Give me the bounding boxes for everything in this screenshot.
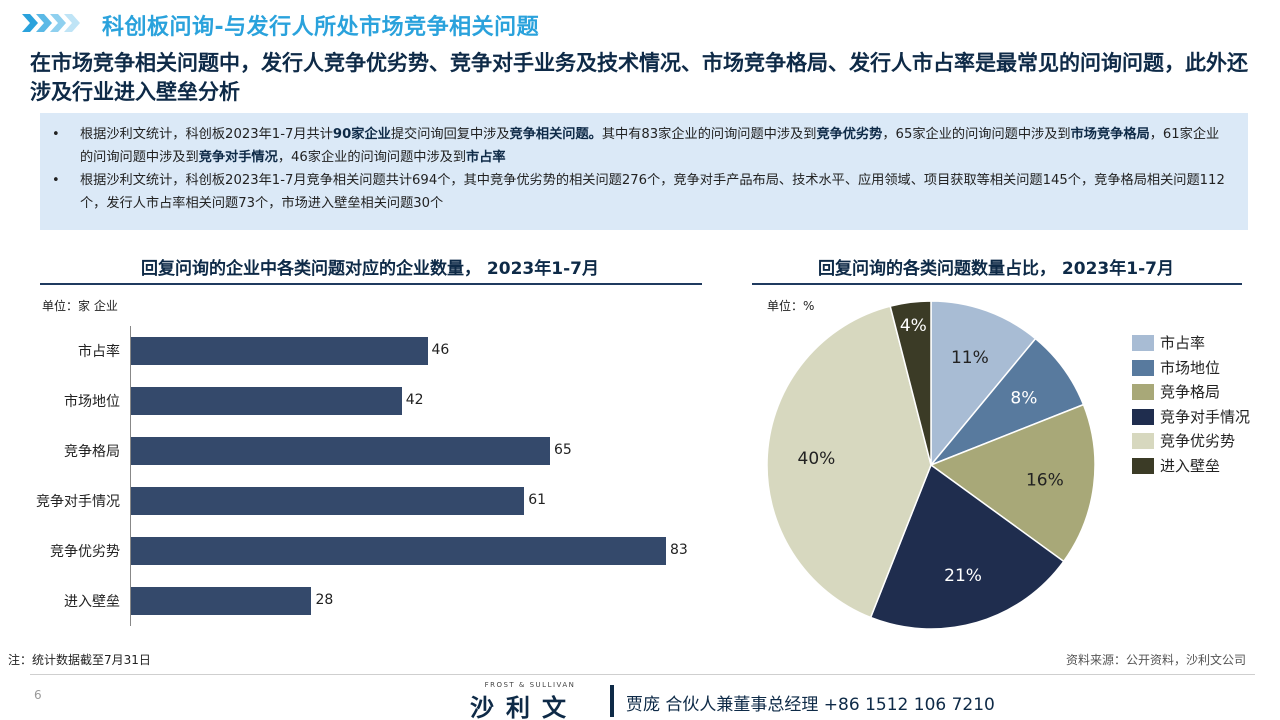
bar-category-label: 进入壁垒: [64, 594, 120, 610]
page-title: 科创板问询-与发行人所处市场竞争相关问题: [102, 15, 540, 40]
info-bullet: • 根据沙利文统计，科创板2023年1-7月共计90家企业提交问询回复中涉及竞争…: [50, 123, 1230, 169]
bar: [131, 487, 525, 515]
bullet-dot: •: [52, 173, 60, 188]
bar-value-label: 42: [405, 392, 424, 408]
bar: [131, 587, 312, 615]
legend-label: 市场地位: [1160, 358, 1221, 377]
info-text-run: 提交问询回复中涉及: [390, 127, 510, 142]
bar-value-label: 65: [553, 442, 572, 458]
legend-swatch: [1132, 359, 1154, 376]
bullet-dot: •: [52, 127, 60, 142]
info-bullet: • 根据沙利文统计，科创板2023年1-7月竞争相关问题共计694个，其中竞争优…: [50, 169, 1230, 215]
bar-chart-axis: [130, 326, 131, 626]
pie-slice: [889, 300, 932, 466]
bar-value-label: 83: [670, 542, 688, 558]
bar-chart-title: 回复问询的企业中各类问题对应的企业数量， 2023年1-7月: [141, 259, 599, 279]
bar-chart-unit: 单位：家 企业: [42, 299, 118, 313]
legend-label: 竞争优劣势: [1160, 432, 1236, 450]
info-text-run: 90家企业: [332, 127, 391, 142]
pie-slice-label: 8%: [1010, 389, 1037, 409]
legend-label: 竞争格局: [1160, 383, 1221, 401]
brand-subtitle: FROST & SULLIVAN: [484, 681, 576, 689]
bar-value-label: 46: [431, 342, 450, 358]
info-text-run: ，61家企业的问询问题中涉及到: [80, 127, 1220, 165]
bar-value-label: 28: [315, 592, 334, 608]
pie-slice-label: 11%: [951, 348, 989, 368]
info-text-run: 根据沙利文统计，科创板2023年1-7月共计: [80, 127, 333, 142]
info-text-run: 竞争相关问题。: [509, 127, 602, 142]
brand-logo: 沙利文: [470, 694, 578, 720]
footer-divider: [30, 674, 1255, 675]
pie-chart-title: 回复问询的各类问题数量占比， 2023年1-7月: [818, 259, 1174, 279]
pie-slice: [929, 403, 1096, 563]
bar-category-label: 市占率: [78, 344, 120, 360]
info-text-run: 其中有83家企业的问询问题中涉及到: [601, 127, 817, 142]
pie-slice: [869, 463, 1065, 630]
legend-swatch: [1132, 433, 1154, 449]
info-box: • 根据沙利文统计，科创板2023年1-7月共计90家企业提交问询回复中涉及竞争…: [40, 113, 1248, 230]
footnote: 注：统计数据截至7月31日: [8, 653, 151, 667]
bar: [131, 387, 402, 415]
info-bullet-text: 根据沙利文统计，科创板2023年1-7月共计90家企业提交问询回复中涉及竞争相关…: [80, 127, 1219, 165]
legend-item: 竞争格局: [1132, 382, 1250, 407]
legend-item: 竞争优劣势: [1132, 431, 1250, 456]
info-text-run: 竞争优劣势: [816, 127, 883, 142]
bar: [131, 337, 428, 365]
pie-chart-unit: 单位：%: [767, 299, 815, 313]
brand-divider: [610, 685, 614, 717]
bar-category-label: 竞争格局: [64, 444, 120, 460]
pie-slice: [766, 305, 932, 619]
bar-category-label: 竞争对手情况: [36, 494, 120, 510]
source-note: 资料来源：公开资料，沙利文公司: [1065, 653, 1246, 667]
pie-chart-divider: [752, 283, 1242, 285]
legend-swatch: [1132, 408, 1154, 425]
legend-item: 竞争对手情况: [1132, 407, 1250, 432]
chevron-arrows-icon: [22, 14, 80, 32]
legend-item: 市场地位: [1132, 358, 1250, 383]
legend-swatch: [1132, 335, 1154, 351]
legend-label: 竞争对手情况: [1160, 407, 1251, 426]
bar-value-label: 61: [528, 492, 547, 508]
headline: 在市场竞争相关问题中，发行人竞争优劣势、竞争对手业务及技术情况、市场竞争格局、发…: [30, 51, 1248, 104]
info-text-run: ，65家企业的问询问题中涉及到: [882, 127, 1071, 142]
info-text-run: 市占率: [466, 150, 506, 165]
bar-chart-divider: [40, 283, 702, 285]
bar: [131, 437, 550, 465]
info-text-run: 市场竞争格局: [1070, 127, 1150, 142]
info-text-run: 根据沙利文统计，科创板2023年1-7月竞争相关问题共计694个，其中竞争优劣势…: [80, 173, 1225, 211]
info-bullet-text: 根据沙利文统计，科创板2023年1-7月竞争相关问题共计694个，其中竞争优劣势…: [80, 173, 1225, 211]
bar-category-label: 竞争优劣势: [50, 544, 120, 560]
legend-item: 进入壁垒: [1132, 456, 1250, 481]
bar: [131, 537, 666, 565]
pie-slice-label: 21%: [944, 566, 982, 586]
legend-item: 市占率: [1132, 333, 1250, 358]
pie-slice-label: 16%: [1026, 470, 1064, 490]
pie-chart: 11% 8% 16% 21% 40% 4%: [766, 300, 1096, 630]
legend-swatch: [1132, 457, 1154, 474]
contact-info: 贾庞 合伙人兼董事总经理 +86 1512 106 7210: [626, 695, 995, 715]
pie-slice-label: 4%: [900, 316, 927, 336]
legend-swatch: [1132, 384, 1154, 400]
pie-legend: 市占率市场地位竞争格局竞争对手情况 竞争优劣势进入壁垒: [1132, 333, 1250, 480]
pie-slice-label: 40%: [798, 449, 836, 469]
legend-label: 进入壁垒: [1160, 456, 1221, 475]
legend-label: 市占率: [1160, 334, 1206, 352]
pie-slice: [930, 300, 1037, 468]
page-number: 6: [34, 688, 42, 702]
info-text-run: ，46家企业的问询问题中涉及到: [277, 150, 467, 165]
bar-category-label: 市场地位: [64, 394, 120, 410]
info-text-run: 竞争对手情况: [198, 150, 278, 165]
